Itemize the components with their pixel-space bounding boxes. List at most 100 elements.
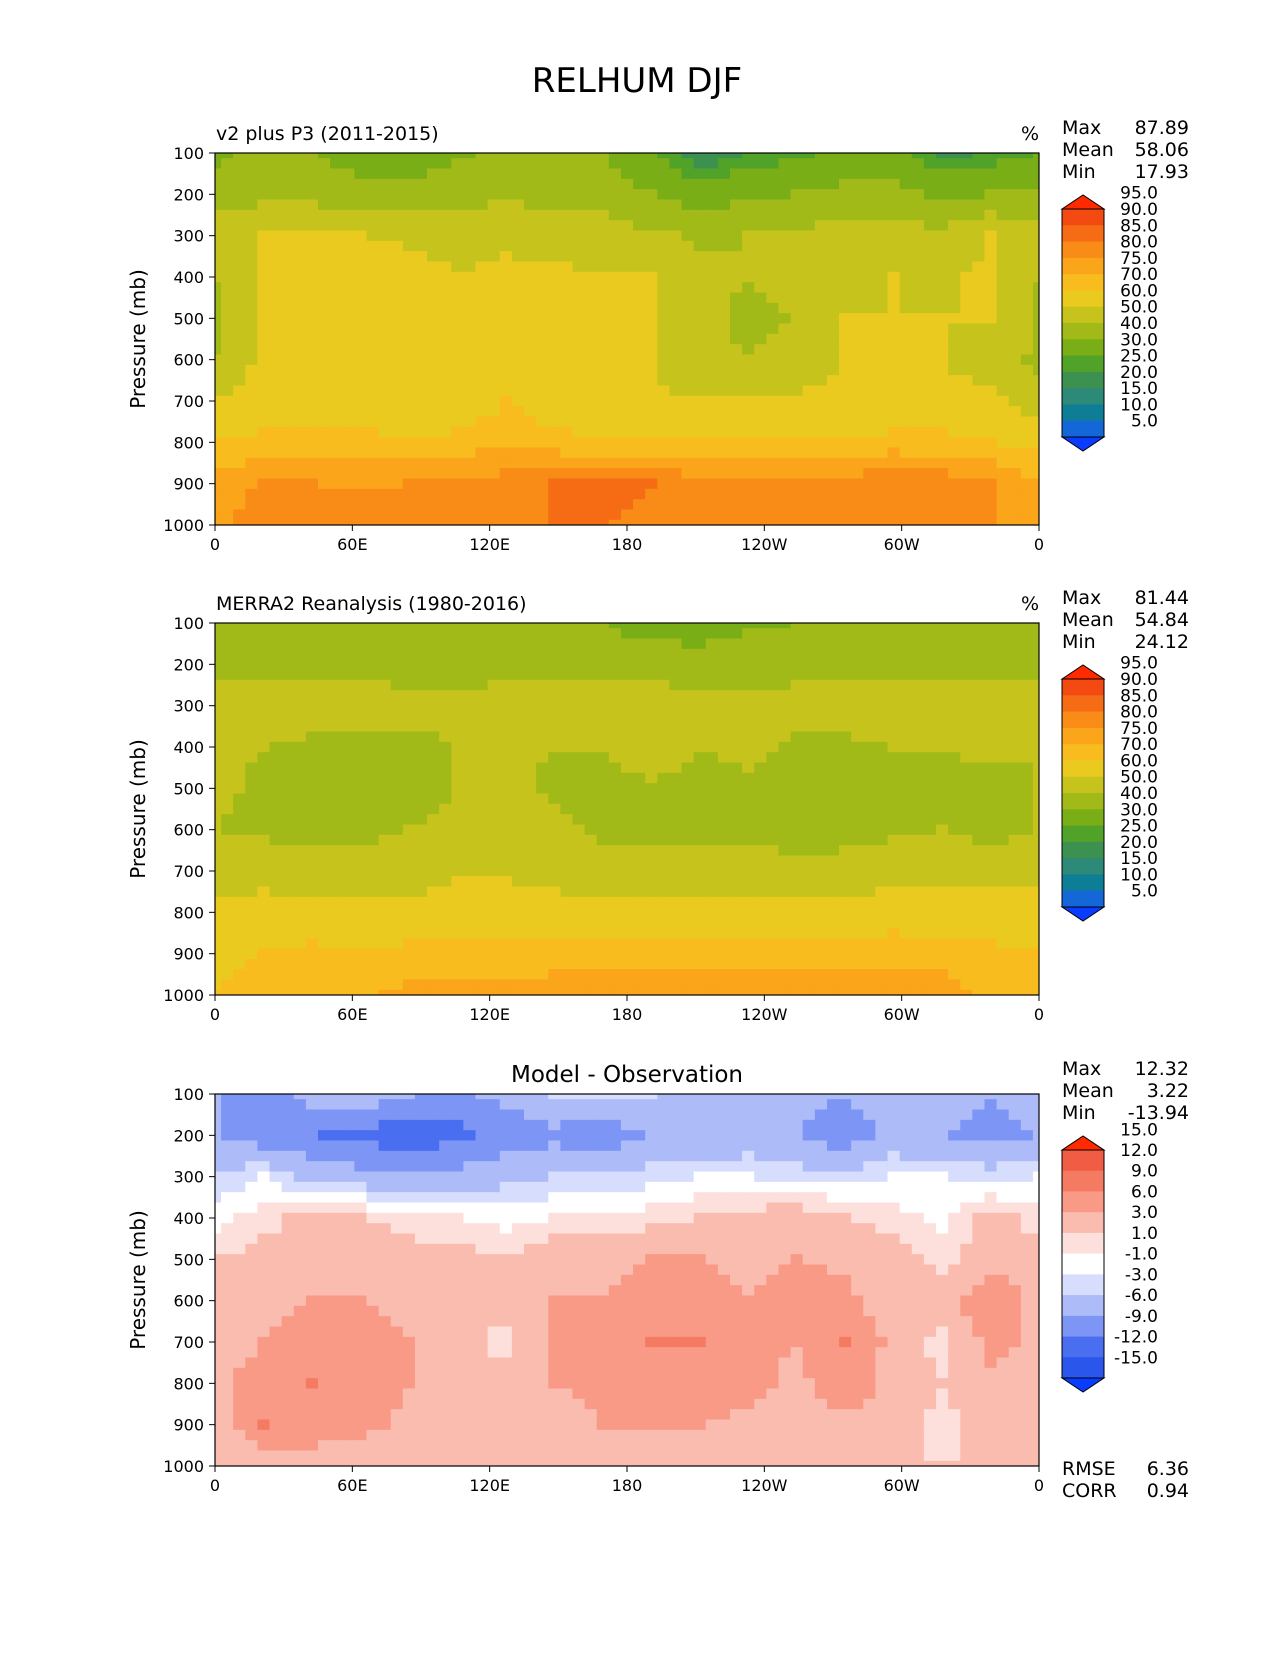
field-cell	[997, 458, 1010, 469]
field-cell	[706, 794, 719, 805]
field-cell	[984, 344, 997, 355]
field-cell	[754, 158, 767, 169]
field-cell	[948, 701, 961, 712]
field-cell	[863, 189, 876, 200]
field-cell	[694, 396, 707, 407]
field-cell	[306, 856, 319, 867]
field-cell	[912, 814, 925, 825]
field-cell	[245, 200, 258, 211]
field-cell	[621, 396, 634, 407]
field-cell	[403, 949, 416, 960]
field-cell	[851, 231, 864, 242]
field-cell	[924, 344, 937, 355]
field-cell	[536, 856, 549, 867]
field-cell	[754, 448, 767, 459]
field-cell	[548, 845, 561, 856]
field-cell	[948, 887, 961, 898]
field-cell	[366, 628, 379, 639]
field-cell	[415, 189, 428, 200]
field-cell	[524, 231, 537, 242]
field-cell	[524, 773, 537, 784]
field-cell	[972, 721, 985, 732]
field-cell	[791, 763, 804, 774]
field-cell	[706, 489, 719, 500]
field-cell	[754, 814, 767, 825]
field-cell	[948, 375, 961, 386]
field-cell	[270, 670, 283, 681]
field-cell	[984, 773, 997, 784]
field-cell	[463, 179, 476, 190]
field-cell	[221, 701, 234, 712]
field-cell	[609, 659, 622, 670]
field-cell	[924, 365, 937, 376]
field-cell	[379, 427, 392, 438]
field-cell	[572, 396, 585, 407]
field-cell	[875, 251, 888, 262]
field-cell	[572, 458, 585, 469]
field-cell	[633, 887, 646, 898]
field-cell	[379, 448, 392, 459]
field-cell	[548, 262, 561, 273]
field-cell	[500, 918, 513, 929]
field-cell	[391, 189, 404, 200]
field-cell	[488, 835, 501, 846]
field-cell	[706, 179, 719, 190]
field-cell	[827, 897, 840, 908]
field-cell	[415, 835, 428, 846]
field-cell	[839, 448, 852, 459]
field-cell	[403, 742, 416, 753]
field-cell	[875, 220, 888, 231]
field-cell	[536, 794, 549, 805]
field-cell	[863, 220, 876, 231]
field-cell	[609, 169, 622, 180]
field-cell	[645, 701, 658, 712]
field-cell	[439, 189, 452, 200]
field-cell	[512, 866, 525, 877]
field-cell	[694, 959, 707, 970]
field-cell	[742, 701, 755, 712]
field-cell	[984, 158, 997, 169]
field-cell	[572, 670, 585, 681]
field-cell	[342, 458, 355, 469]
field-cell	[960, 158, 973, 169]
field-cell	[585, 386, 598, 397]
field-cell	[233, 200, 246, 211]
field-cell	[560, 406, 573, 417]
field-cell	[875, 231, 888, 242]
field-cell	[1009, 355, 1022, 366]
field-cell	[415, 262, 428, 273]
field-cell	[415, 293, 428, 304]
field-cell	[245, 845, 258, 856]
field-cell	[948, 814, 961, 825]
field-cell	[391, 468, 404, 479]
field-cell	[548, 282, 561, 293]
field-cell	[778, 680, 791, 691]
field-cell	[984, 763, 997, 774]
field-cell	[839, 396, 852, 407]
field-cell	[330, 406, 343, 417]
field-cell	[282, 241, 295, 252]
field-cell	[682, 814, 695, 825]
field-cell	[791, 649, 804, 660]
field-cell	[706, 639, 719, 650]
field-cell	[306, 510, 319, 521]
field-cell	[609, 690, 622, 701]
field-cell	[1021, 448, 1034, 459]
field-cell	[694, 489, 707, 500]
field-cell	[221, 887, 234, 898]
field-cell	[597, 179, 610, 190]
field-cell	[875, 680, 888, 691]
field-cell	[403, 499, 416, 510]
field-cell	[536, 200, 549, 211]
field-cell	[415, 489, 428, 500]
field-cell	[415, 949, 428, 960]
field-cell	[476, 303, 489, 314]
field-cell	[257, 386, 270, 397]
field-cell	[548, 680, 561, 691]
field-cell	[754, 721, 767, 732]
field-cell	[766, 825, 779, 836]
field-cell	[633, 928, 646, 939]
field-cell	[803, 732, 816, 743]
field-cell	[318, 845, 331, 856]
field-cell	[972, 303, 985, 314]
